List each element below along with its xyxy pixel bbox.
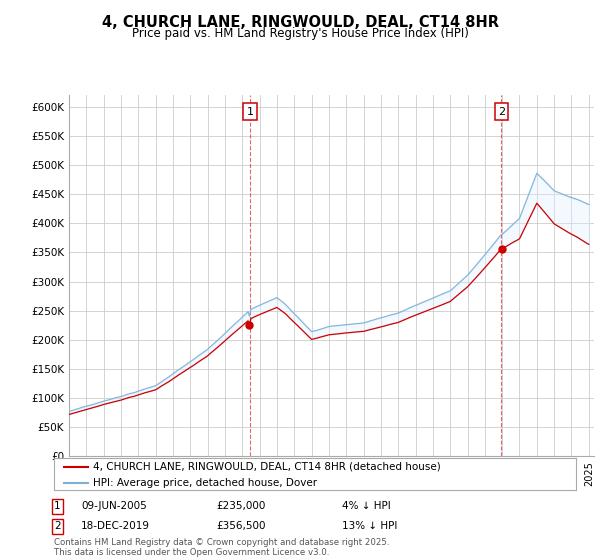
- Text: 4, CHURCH LANE, RINGWOULD, DEAL, CT14 8HR: 4, CHURCH LANE, RINGWOULD, DEAL, CT14 8H…: [101, 15, 499, 30]
- Text: 18-DEC-2019: 18-DEC-2019: [81, 521, 150, 531]
- Text: £356,500: £356,500: [216, 521, 265, 531]
- Text: £235,000: £235,000: [216, 501, 265, 511]
- Text: 2: 2: [498, 106, 505, 116]
- Text: 1: 1: [247, 106, 253, 116]
- Text: 4, CHURCH LANE, RINGWOULD, DEAL, CT14 8HR (detached house): 4, CHURCH LANE, RINGWOULD, DEAL, CT14 8H…: [93, 461, 441, 472]
- Text: Price paid vs. HM Land Registry's House Price Index (HPI): Price paid vs. HM Land Registry's House …: [131, 27, 469, 40]
- Text: 13% ↓ HPI: 13% ↓ HPI: [342, 521, 397, 531]
- Text: Contains HM Land Registry data © Crown copyright and database right 2025.
This d: Contains HM Land Registry data © Crown c…: [54, 538, 389, 557]
- Text: 1: 1: [54, 501, 61, 511]
- Text: 09-JUN-2005: 09-JUN-2005: [81, 501, 147, 511]
- Text: 2: 2: [54, 521, 61, 531]
- Text: 4% ↓ HPI: 4% ↓ HPI: [342, 501, 391, 511]
- Text: HPI: Average price, detached house, Dover: HPI: Average price, detached house, Dove…: [93, 478, 317, 488]
